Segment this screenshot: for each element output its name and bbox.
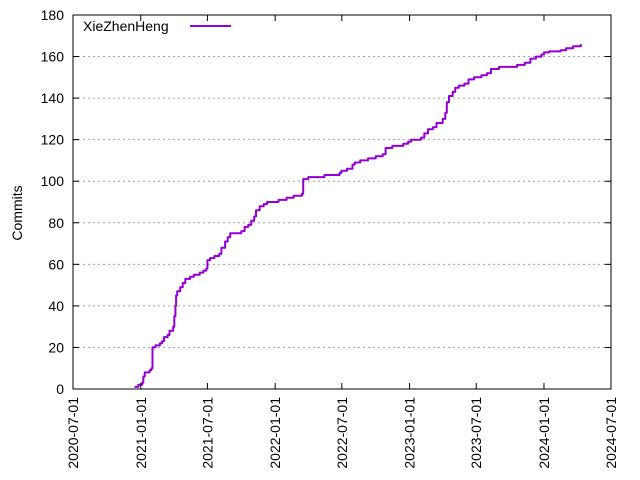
legend-label: XieZhenHeng (83, 18, 169, 34)
y-tick-label: 140 (41, 90, 65, 106)
x-tick-label: 2021-01-01 (133, 397, 149, 469)
y-tick-label: 0 (56, 381, 64, 397)
y-tick-label: 20 (48, 339, 64, 355)
x-tick-label: 2020-07-01 (65, 397, 81, 469)
axes (72, 14, 612, 390)
y-axis-label: Commits (9, 185, 25, 240)
y-tick-label: 60 (48, 256, 64, 272)
y-tick-label: 120 (41, 132, 65, 148)
x-tick-label: 2022-07-01 (334, 397, 350, 469)
x-tick-label: 2021-07-01 (199, 397, 215, 469)
y-tick-label: 160 (41, 49, 65, 65)
x-axis-ticks: 2020-07-01 2021-01-01 2021-07-01 2022-01-01… (65, 15, 619, 469)
plot-frame (72, 14, 612, 390)
series-line (134, 44, 582, 388)
x-tick-label: 2023-07-01 (468, 397, 484, 469)
y-tick-label: 40 (48, 298, 64, 314)
y-tick-label: 80 (48, 215, 64, 231)
legend: XieZhenHeng (83, 18, 231, 34)
x-tick-label: 2024-01-01 (536, 397, 552, 469)
y-tick-label: 180 (41, 7, 65, 23)
x-tick-label: 2024-07-01 (603, 397, 619, 469)
y-tick-label: 100 (41, 173, 65, 189)
series-layer (134, 44, 582, 388)
y-axis-ticks: 0 20 40 60 80 100 120 140 160 180 (41, 7, 611, 397)
x-tick-label: 2023-01-01 (402, 397, 418, 469)
grid-lines (73, 56, 611, 348)
x-tick-label: 2022-01-01 (267, 397, 283, 469)
